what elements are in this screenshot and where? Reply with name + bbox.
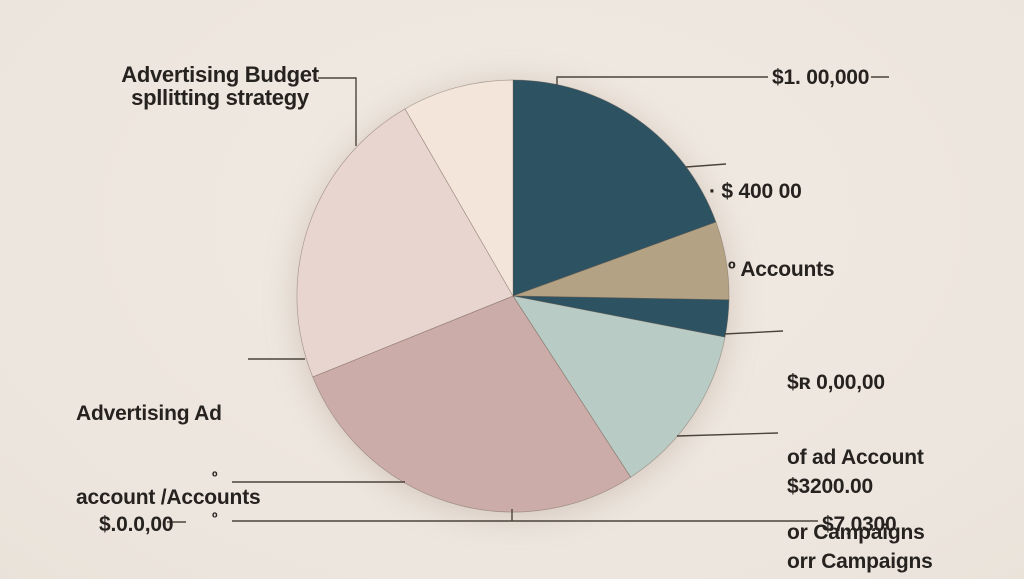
pie-slice-teal-sliver [512, 295, 730, 338]
pie [296, 79, 730, 513]
pie-slice-sage [512, 295, 726, 478]
callout-campaigns: $3200.00 orr Campaigns or Camaigns [787, 424, 933, 579]
chart-title-line1: Advertising Budget [121, 62, 319, 87]
callout-r-amount-line1: $ʀ 0,00,00 [787, 371, 885, 394]
pie-slice-teal-main [512, 79, 717, 297]
leader-top-right [556, 76, 768, 85]
callout-left: Advertising Ad account /Accounts [76, 344, 261, 568]
callout-left-line2: account /Accounts [76, 486, 261, 509]
callout-r-amount: $ʀ 0,00,00 of ad Account or Campaigns [787, 320, 925, 579]
callout-accounts-line2: º Accounts [728, 258, 835, 281]
pie-slice-rose [312, 295, 632, 513]
callout-accounts-line1: · $ 400 00 [709, 180, 802, 203]
pie-slice-blush [296, 108, 514, 378]
degree-marker-upper: º [212, 469, 218, 486]
leader-lines [167, 76, 889, 523]
leader-title [318, 77, 357, 146]
chart-title: Advertising Budget spllitting strategy [95, 63, 345, 109]
callout-r-amount-line3: or Campaigns [787, 521, 925, 544]
chart-title-line2: spllitting strategy [131, 85, 309, 110]
callout-top-right: $1. 00,000 [772, 66, 870, 89]
callout-bottom-right: $7,0300 [822, 513, 897, 536]
pie-slice-tan [512, 221, 730, 301]
leader-accounts [685, 163, 727, 168]
callout-campaigns-line1: $3200.00 [787, 475, 873, 498]
callout-campaigns-line2: orr Campaigns [787, 550, 933, 573]
leader-campaigns [676, 432, 779, 437]
leader-r-label [723, 330, 784, 335]
callout-accounts: · $ 400 00 º Accounts [709, 127, 835, 335]
callout-bottom-left: $.0.0,00 [99, 513, 174, 536]
degree-marker-lower: º [212, 510, 218, 527]
pie-slice-cream [404, 79, 514, 298]
callout-r-amount-line2: of ad Account [787, 446, 924, 469]
callout-left-line1: Advertising Ad [76, 402, 222, 425]
